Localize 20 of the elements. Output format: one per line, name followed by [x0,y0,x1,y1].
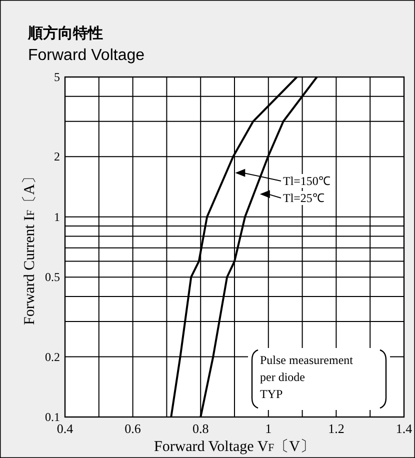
y-tick-label: 2 [54,150,60,164]
y-tick-label: 0.2 [45,350,60,364]
x-tick-label: 0.6 [124,421,142,436]
x-tick-label: 0.8 [192,421,209,436]
y-tick-label: 5 [54,70,60,84]
x-axis-title: Forward Voltage VF〔V〕 [154,438,316,455]
chart-subtitle: Forward Voltage [28,47,145,64]
legend-label: Tl=150℃ [283,174,330,188]
chart-title: 順方向特性 [27,24,103,42]
y-axis-title: Forward Current IF〔A〕 [21,169,38,325]
y-tick-label: 1 [54,210,60,224]
annotation: Pulse measurement per diode TYP [260,353,354,401]
y-tick-label: 0.1 [45,410,60,424]
x-tick-label: 1.4 [396,421,413,436]
x-tick-label: 1.2 [328,421,344,436]
x-tick-label: 0.4 [56,421,74,436]
legend-label: Tl=25℃ [283,191,324,205]
y-tick-label: 0.5 [45,270,60,284]
x-tick-label: 1 [265,421,272,436]
annotation: Pulse measurement per diode TYP [248,348,390,410]
